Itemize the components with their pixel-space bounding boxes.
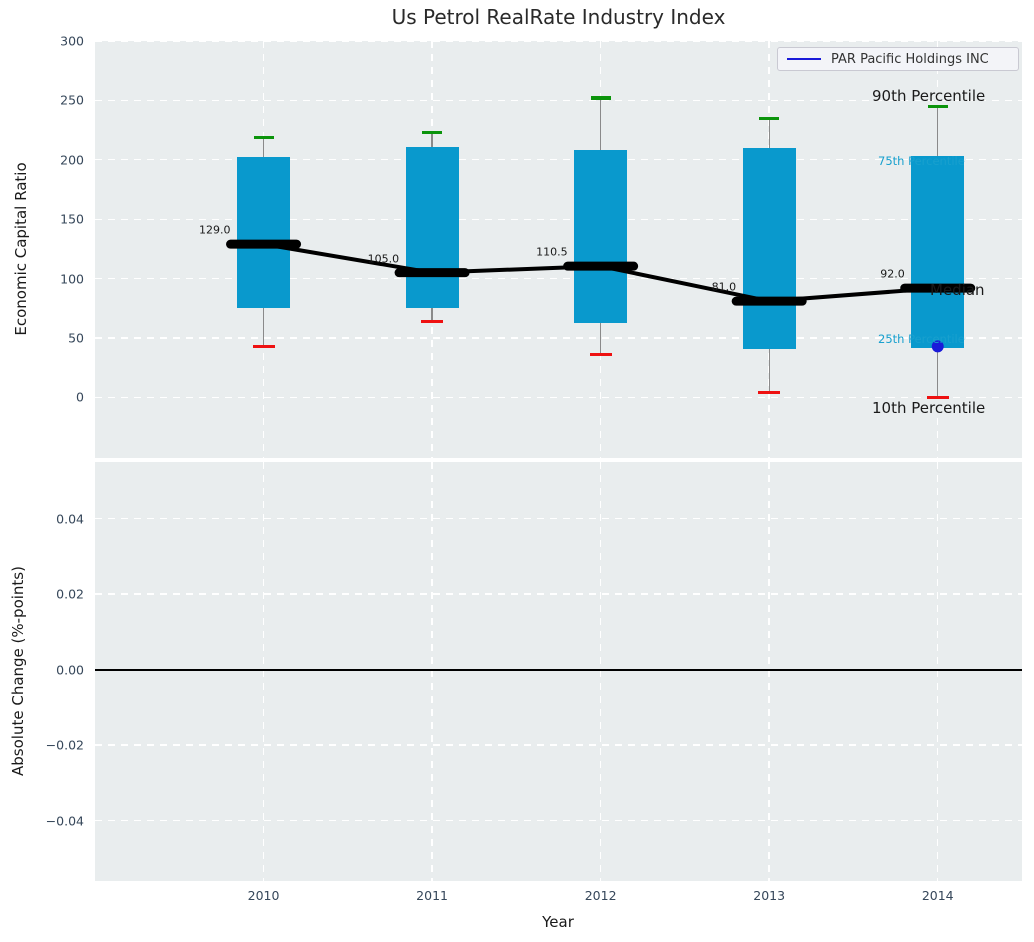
iqr-bar-2013 [742, 147, 796, 349]
x-tick-label: 2013 [753, 888, 786, 903]
x-tick-label: 2014 [921, 888, 954, 903]
bottom-plot-area [95, 462, 1022, 881]
y-tick-label: 100 [60, 271, 84, 287]
p90-cap-2014 [927, 104, 948, 109]
gridline [768, 462, 770, 881]
gridline [599, 462, 602, 881]
top-plot-area: 129.0 105.0 110.5 81.0 92.0 90th Percentile 75… [95, 40, 1022, 458]
annotation-75th-percentile: 75th Percentile [878, 153, 965, 168]
top-y-axis-label: Economic Capital Ratio [12, 162, 30, 336]
gridline [95, 277, 1022, 280]
gridline [95, 99, 1022, 102]
x-axis-label: Year [542, 913, 574, 931]
y-tick-label: 0.00 [56, 662, 84, 678]
annotation-median: Median [930, 281, 985, 300]
iqr-bar-2011 [405, 146, 459, 309]
y-tick-label: 0 [76, 389, 84, 405]
x-tick-label: 2012 [584, 888, 617, 903]
p90-cap-2010 [253, 135, 274, 140]
y-tick-label: 50 [68, 330, 84, 346]
x-tick-label: 2011 [416, 888, 448, 903]
p90-cap-2012 [590, 96, 611, 100]
median-value-label-2014: 92.0 [880, 267, 905, 281]
company-point [931, 340, 944, 353]
y-tick-label: 0.02 [56, 586, 84, 602]
median-line [263, 242, 938, 304]
p10-cap-2012 [589, 352, 612, 357]
gridline [95, 159, 1022, 161]
p90-cap-2013 [759, 116, 780, 121]
gridline [95, 218, 1022, 220]
y-tick-label: 150 [60, 211, 84, 227]
gridline [262, 462, 265, 881]
median-value-label-2011: 105.0 [367, 252, 400, 266]
iqr-bar-2014 [911, 156, 965, 348]
p10-cap-2010 [252, 344, 275, 349]
y-tick-label: 0.04 [56, 511, 84, 527]
gridline [95, 744, 1022, 746]
gridline [95, 819, 1022, 822]
x-tick-label: 2010 [247, 888, 280, 903]
iqr-bar-2010 [237, 157, 291, 309]
gridline [95, 396, 1022, 399]
y-tick-label: −0.04 [45, 813, 84, 829]
y-tick-label: 200 [60, 152, 84, 168]
median-value-label-2012: 110.5 [536, 245, 568, 259]
gridline [95, 593, 1022, 595]
median-line-layer [226, 239, 976, 353]
chart-title: Us Petrol RealRate Industry Index [391, 5, 726, 29]
median-value-label-2013: 81.0 [711, 280, 737, 294]
y-tick-label: 250 [60, 92, 84, 108]
y-tick-label: 300 [60, 33, 84, 49]
gridline [95, 40, 1022, 42]
zero-line [95, 668, 1022, 671]
p90-cap-2011 [422, 130, 443, 135]
p10-cap-2011 [421, 319, 444, 324]
y-tick-label: −0.02 [45, 737, 84, 753]
median-value-label-2010: 129.0 [199, 223, 231, 237]
gridline [937, 462, 939, 881]
gridline [95, 337, 1022, 339]
p10-cap-2013 [758, 390, 781, 395]
iqr-bar-2012 [574, 150, 628, 323]
legend-line-sample [787, 58, 821, 60]
legend: PAR Pacific Holdings INC [777, 47, 1019, 71]
gridline [95, 517, 1022, 520]
p10-cap-2014 [926, 395, 949, 400]
legend-label: PAR Pacific Holdings INC [831, 51, 989, 67]
gridline [431, 462, 433, 881]
annotation-10th-percentile: 10th Percentile [872, 399, 986, 418]
annotation-25th-percentile: 25th Percentile [878, 332, 965, 347]
annotation-90th-percentile: 90th Percentile [872, 87, 986, 106]
